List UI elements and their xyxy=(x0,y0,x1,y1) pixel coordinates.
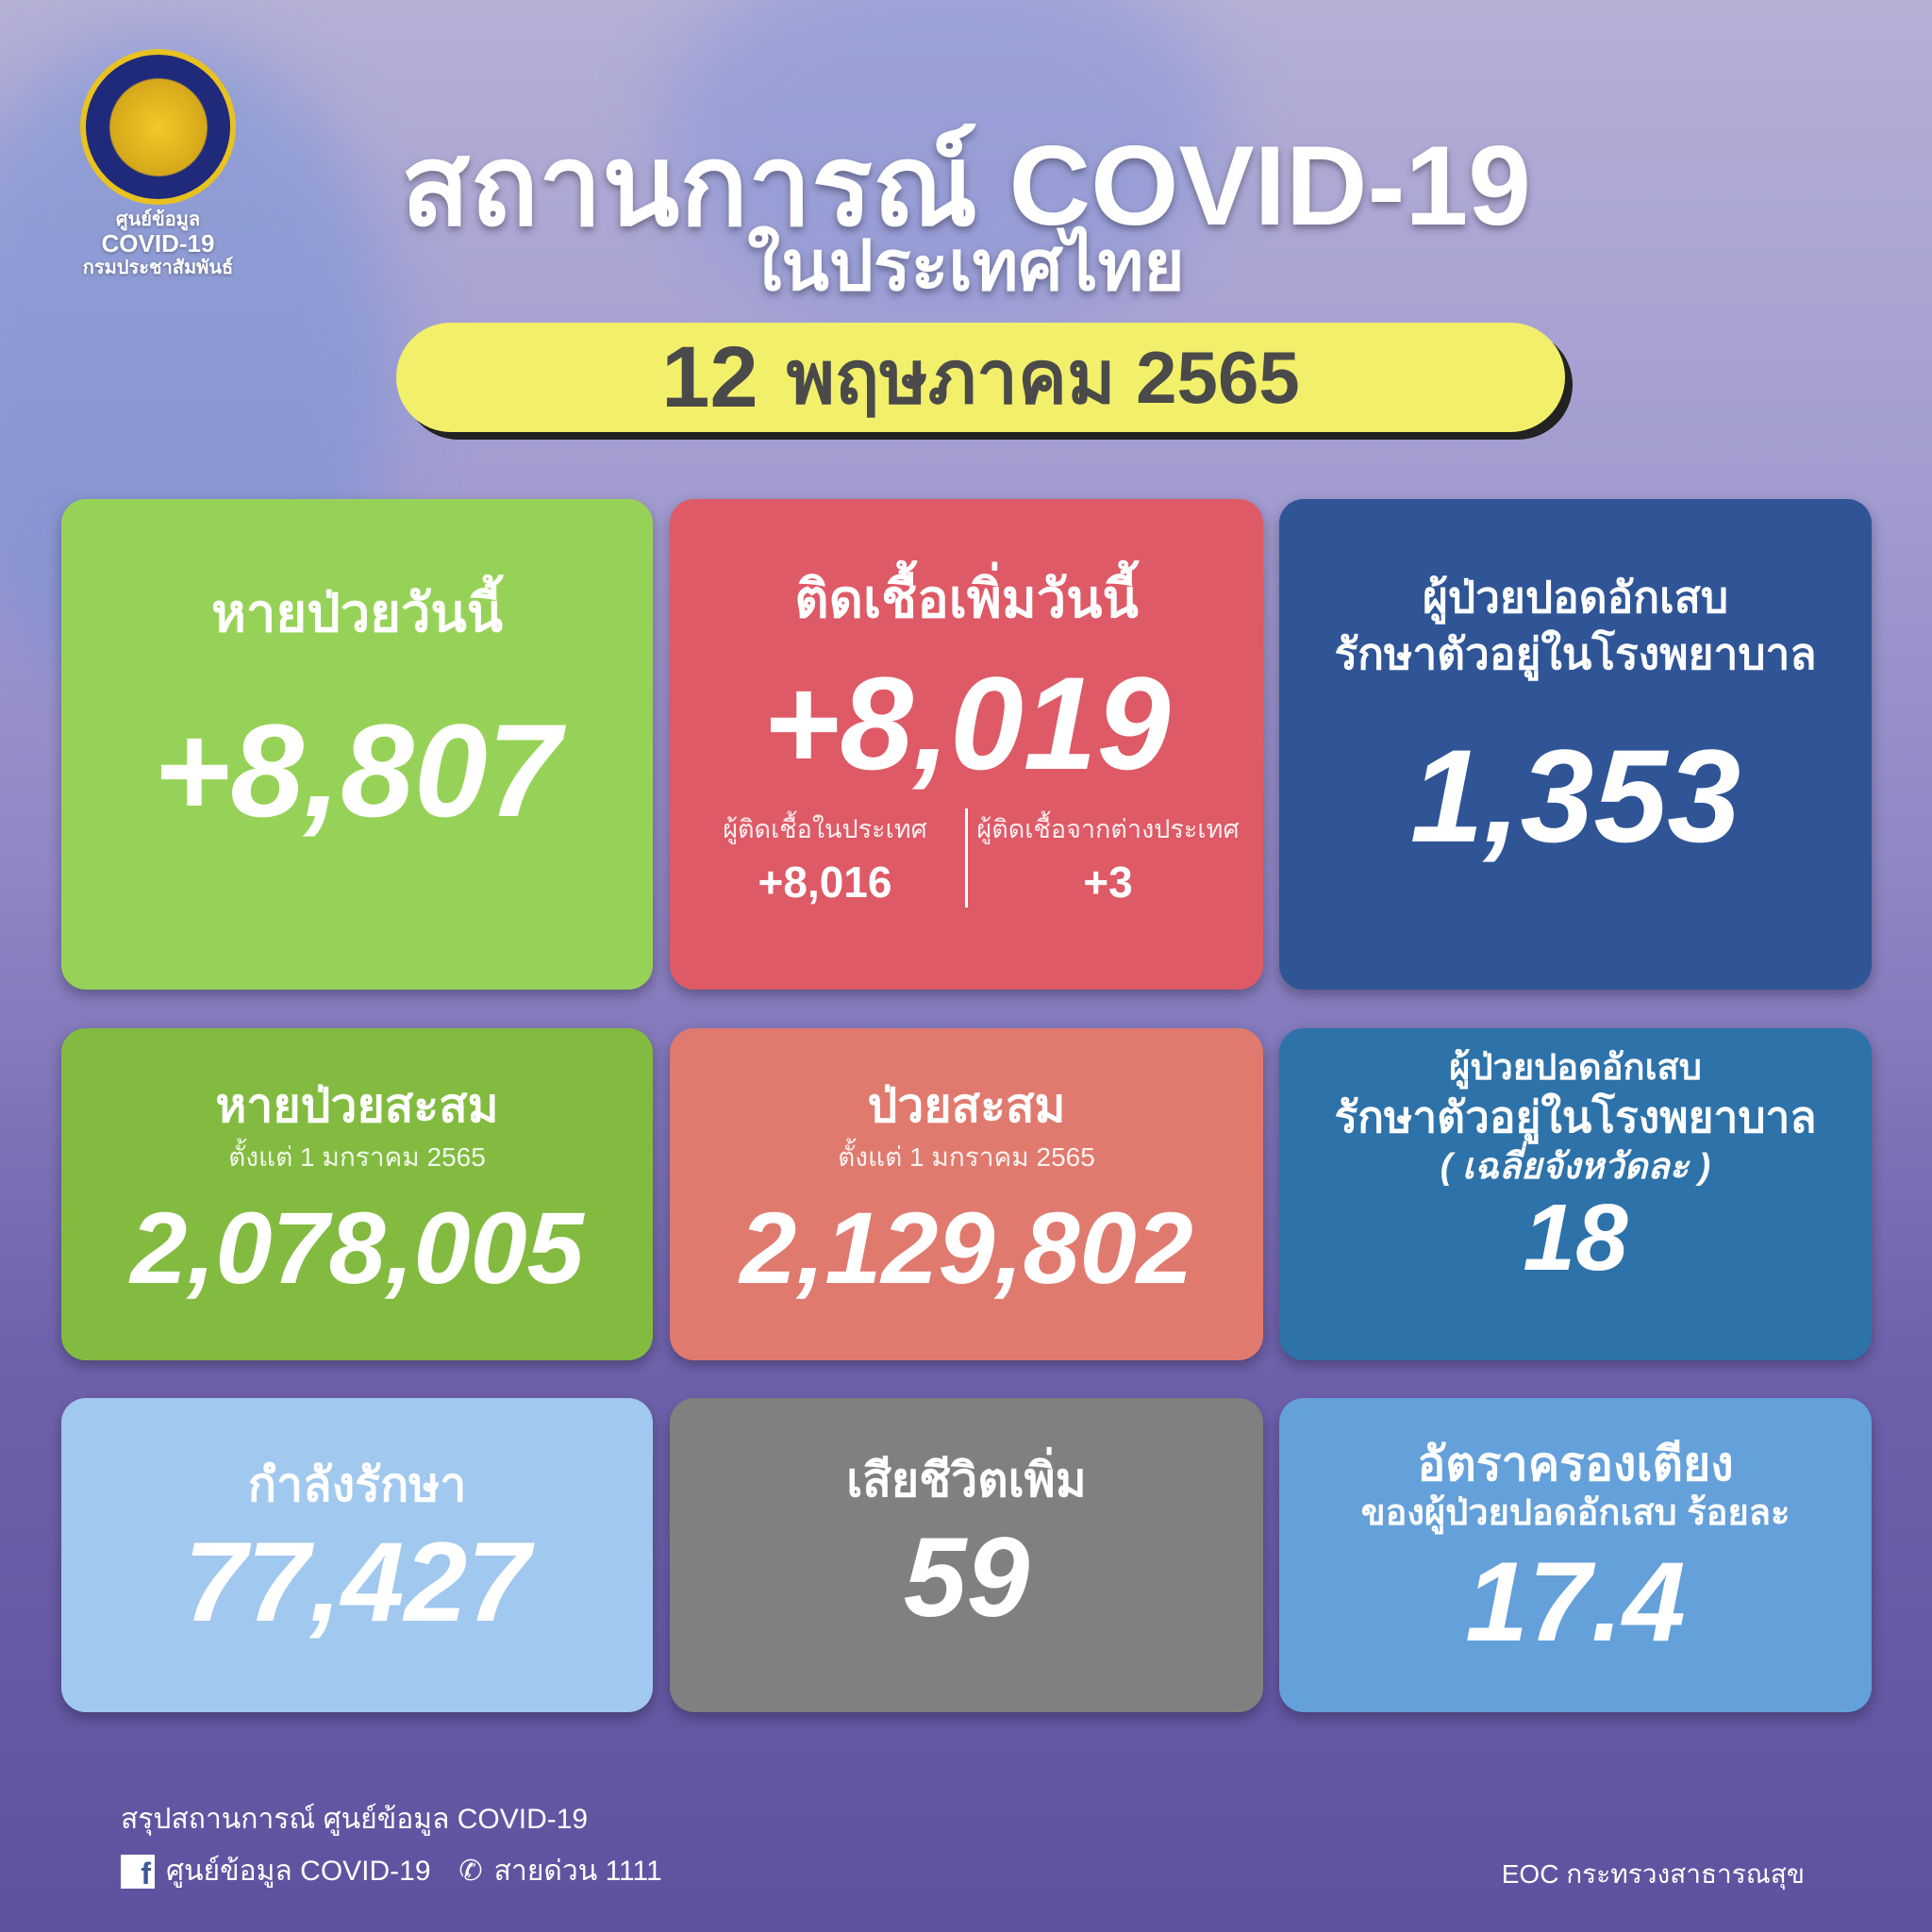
date-banner: 12 พฤษภาคม 2565 xyxy=(396,323,1565,432)
card-value: 1,353 xyxy=(1409,721,1741,870)
card-value: 59 xyxy=(903,1514,1030,1641)
card-bed-occupancy: อัตราครองเตียง ของผู้ป่วยปอดอักเสบ ร้อยล… xyxy=(1279,1398,1872,1712)
page-title: สถานการณ์ COVID-19 xyxy=(401,123,1531,249)
card-label: หายป่วยสะสม xyxy=(215,1079,499,1132)
date-month-year: พฤษภาคม 2565 xyxy=(786,336,1300,419)
footer-summary: สรุปสถานการณ์ ศูนย์ข้อมูล COVID-19 xyxy=(121,1804,589,1835)
logo-text: ศูนย์ข้อมูล COVID-19 กรมประชาสัมพันธ์ xyxy=(57,209,259,278)
card-label: ป่วยสะสม xyxy=(867,1079,1066,1132)
card-sublabel: ตั้งแต่ 1 มกราคม 2565 xyxy=(228,1142,486,1172)
card-value: 2,129,802 xyxy=(740,1191,1193,1305)
card-deaths: เสียชีวิตเพิ่ม 59 xyxy=(670,1398,1263,1712)
logo-line1: ศูนย์ข้อมูล xyxy=(115,209,201,230)
footer-contacts: f ศูนย์ข้อมูล COVID-19 ✆ สายด่วน 1111 xyxy=(121,1849,662,1893)
hotline-number: สายด่วน 1111 xyxy=(493,1856,662,1887)
domestic-cases: ผู้ติดเชื้อในประเทศ +8,016 xyxy=(685,808,968,908)
facebook-link[interactable]: ศูนย์ข้อมูล COVID-19 xyxy=(166,1856,431,1887)
card-value: 77,427 xyxy=(183,1519,531,1645)
card-value: 17.4 xyxy=(1465,1538,1686,1665)
case-breakdown: ผู้ติดเชื้อในประเทศ +8,016 ผู้ติดเชื้อจา… xyxy=(685,808,1248,908)
facebook-icon[interactable]: f xyxy=(121,1854,155,1890)
imported-label: ผู้ติดเชื้อจากต่างประเทศ xyxy=(976,814,1240,843)
card-label: อัตราครองเตียง xyxy=(1417,1438,1734,1491)
card-value: 2,078,005 xyxy=(130,1191,584,1305)
footer-credit: EOC กระทรวงสาธารณสุข xyxy=(1501,1859,1805,1889)
card-label: ผู้ป่วยปอดอักเสบ xyxy=(1422,573,1729,622)
domestic-label: ผู้ติดเชื้อในประเทศ xyxy=(723,814,927,843)
card-value: +8,019 xyxy=(762,648,1171,797)
card-label-3: ( เฉลี่ยจังหวัดละ ) xyxy=(1440,1147,1711,1188)
card-sublabel: ตั้งแต่ 1 มกราคม 2565 xyxy=(838,1142,1095,1172)
card-label: เสียชีวิตเพิ่ม xyxy=(846,1454,1087,1507)
imported-cases: ผู้ติดเชื้อจากต่างประเทศ +3 xyxy=(968,808,1248,908)
phone-icon: ✆ xyxy=(458,1856,483,1887)
card-label-2: รักษาตัวอยู่ในโรงพยาบาล xyxy=(1334,628,1817,678)
background-photo-glove xyxy=(660,0,1226,321)
card-new-cases: ติดเชื้อเพิ่มวันนี้ +8,019 ผู้ติดเชื้อใน… xyxy=(670,499,1263,990)
card-label: กำลังรักษา xyxy=(247,1458,467,1511)
card-label-2: รักษาตัวอยู่ในโรงพยาบาล xyxy=(1334,1091,1817,1141)
page-subtitle: ในประเทศไทย xyxy=(747,226,1185,305)
card-label: หายป่วยวันนี้ xyxy=(211,583,503,642)
imported-value: +3 xyxy=(1083,857,1133,907)
date-day: 12 xyxy=(661,328,758,425)
card-label: ผู้ป่วยปอดอักเสบ xyxy=(1449,1048,1702,1088)
card-label: ติดเชื้อเพิ่มวันนี้ xyxy=(794,569,1139,628)
card-pneumonia: ผู้ป่วยปอดอักเสบ รักษาตัวอยู่ในโรงพยาบาล… xyxy=(1279,499,1872,990)
card-recovered-today: หายป่วยวันนี้ +8,807 xyxy=(61,499,653,990)
logo-line2: COVID-19 xyxy=(101,229,215,258)
card-value: 18 xyxy=(1523,1185,1628,1291)
card-pneumonia-avg: ผู้ป่วยปอดอักเสบ รักษาตัวอยู่ในโรงพยาบาล… xyxy=(1279,1028,1872,1360)
card-recovered-total: หายป่วยสะสม ตั้งแต่ 1 มกราคม 2565 2,078,… xyxy=(61,1028,653,1360)
card-label-2: ของผู้ป่วยปอดอักเสบ ร้อยละ xyxy=(1360,1493,1790,1533)
government-seal-logo xyxy=(80,49,236,205)
logo-line3: กรมประชาสัมพันธ์ xyxy=(82,257,234,278)
domestic-value: +8,016 xyxy=(758,857,892,907)
card-cases-total: ป่วยสะสม ตั้งแต่ 1 มกราคม 2565 2,129,802 xyxy=(670,1028,1263,1360)
card-in-treatment: กำลังรักษา 77,427 xyxy=(61,1398,653,1712)
card-value: +8,807 xyxy=(153,695,561,844)
